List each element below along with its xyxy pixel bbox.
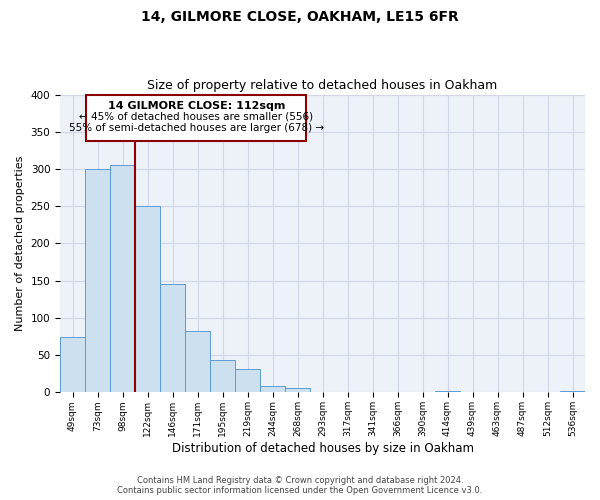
Bar [210,360,235,392]
Bar [185,330,210,392]
Y-axis label: Number of detached properties: Number of detached properties [15,156,25,331]
FancyBboxPatch shape [86,94,306,140]
Text: 55% of semi-detached houses are larger (678) →: 55% of semi-detached houses are larger (… [69,123,324,133]
Bar [85,169,110,392]
Bar [260,386,285,392]
Title: Size of property relative to detached houses in Oakham: Size of property relative to detached ho… [148,79,497,92]
Bar [285,388,310,392]
Bar [160,284,185,393]
Bar [110,166,135,392]
Text: 14 GILMORE CLOSE: 112sqm: 14 GILMORE CLOSE: 112sqm [107,100,285,110]
Bar [60,336,85,392]
Text: ← 45% of detached houses are smaller (556): ← 45% of detached houses are smaller (55… [79,112,313,122]
Bar [560,391,585,392]
Bar [235,368,260,392]
Bar [435,391,460,392]
X-axis label: Distribution of detached houses by size in Oakham: Distribution of detached houses by size … [172,442,473,455]
Text: 14, GILMORE CLOSE, OAKHAM, LE15 6FR: 14, GILMORE CLOSE, OAKHAM, LE15 6FR [141,10,459,24]
Bar [135,206,160,392]
Text: Contains HM Land Registry data © Crown copyright and database right 2024.
Contai: Contains HM Land Registry data © Crown c… [118,476,482,495]
